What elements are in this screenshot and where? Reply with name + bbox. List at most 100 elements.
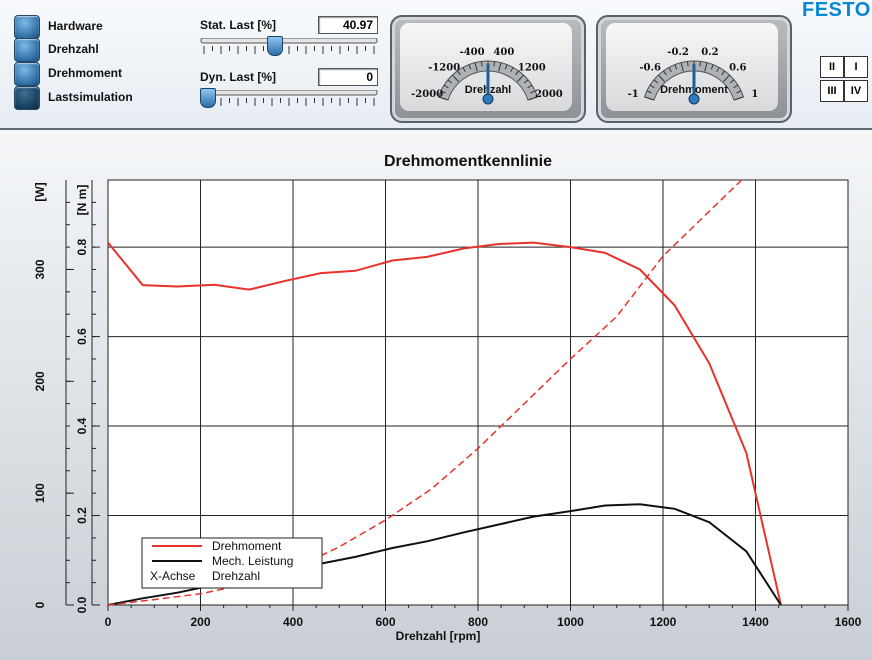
- gauge-tick: [515, 70, 519, 76]
- gauge-tick: [716, 67, 720, 73]
- slider-track: [200, 89, 378, 96]
- gauge-tick: [658, 74, 665, 82]
- legend-label: Drehmoment: [212, 539, 282, 553]
- quadrant-II-button[interactable]: II: [820, 56, 844, 78]
- gauge-tick-label: 1: [751, 89, 758, 100]
- gauge-tick: [721, 70, 725, 76]
- stat-last-slider[interactable]: [200, 36, 378, 66]
- drehmoment-gauge-dial: -1-0.6-0.20.20.61Drehmoment: [628, 47, 758, 105]
- gauge-tick: [644, 96, 654, 101]
- drehzahl-mode-label: Drehzahl: [48, 42, 99, 56]
- gauge-tick: [729, 79, 735, 84]
- dyn-last-slider-scale: [200, 89, 378, 106]
- gauge-tick-label: -2000: [411, 89, 443, 100]
- series-line-2: [107, 179, 743, 606]
- gauge-tick: [523, 79, 529, 84]
- drehzahl-gauge: -2000-1200-40040012002000Drehzahl: [390, 15, 586, 123]
- power-tick-label: 100: [33, 483, 47, 503]
- x-tick-label: 800: [468, 615, 488, 629]
- gauge-tick-label: -0.6: [639, 62, 661, 73]
- gauge-tick: [452, 74, 459, 82]
- gauge-tick: [498, 62, 502, 72]
- drehzahl-gauge-dial: -2000-1200-40040012002000Drehzahl: [411, 47, 563, 105]
- control-panel: Hardware Drehzahl Drehmoment Lastsimulat…: [0, 0, 872, 130]
- gauge-tick-label: 1200: [518, 62, 546, 73]
- gauge-tick: [663, 70, 667, 76]
- quadrant-selector: II I III IV: [818, 50, 872, 106]
- lastsimulation-mode-button[interactable]: [14, 86, 40, 110]
- stat-last-slider-scale: [200, 37, 378, 54]
- lastsimulation-mode-label: Lastsimulation: [48, 90, 133, 104]
- torque-tick-label: 0.6: [75, 328, 89, 345]
- gauge-arc: [643, 60, 745, 101]
- gauge-tick: [528, 96, 538, 101]
- dyn-last-input[interactable]: 0: [318, 68, 378, 86]
- quadrant-I-button[interactable]: I: [844, 56, 868, 78]
- gauge-hub: [688, 93, 700, 105]
- power-tick-label: 200: [33, 371, 47, 391]
- torque-tick-label: 0.2: [75, 507, 89, 524]
- torque-characteristic-chart: Drehmomentkennlinie 0 200 400 600 800 1000 1200…: [0, 130, 872, 660]
- quadrant-III-button[interactable]: III: [820, 80, 844, 102]
- gauge-tick: [736, 90, 742, 94]
- dyn-last-slider-thumb[interactable]: [200, 88, 216, 108]
- x-tick-label: 1600: [835, 615, 862, 629]
- gauge-tick: [734, 96, 744, 101]
- x-tick-label: 1200: [650, 615, 677, 629]
- dyn-last-slider[interactable]: [200, 88, 378, 118]
- gauge-tick: [438, 96, 448, 101]
- drehzahl-mode-button[interactable]: [14, 38, 40, 62]
- power-axis-title: [W]: [33, 182, 47, 201]
- torque-tick-label: 0.4: [75, 417, 89, 434]
- chart-title: Drehmomentkennlinie: [384, 153, 552, 170]
- gauge-tick: [653, 79, 659, 84]
- stat-last-input[interactable]: 40.97: [318, 16, 378, 34]
- gauge-tick-label: -400: [460, 47, 485, 58]
- drehmoment-gauge: -1-0.6-0.20.20.61Drehmoment: [596, 15, 792, 123]
- gauge-tick: [646, 90, 652, 94]
- gauge-tick: [723, 74, 730, 82]
- drehmoment-mode-button[interactable]: [14, 62, 40, 86]
- x-axis-title: Drehzahl [rpm]: [396, 629, 481, 643]
- drehmoment-mode-label: Drehmoment: [48, 66, 123, 80]
- gauge-tick-label: 0.6: [729, 62, 746, 73]
- gauge-tick: [457, 70, 461, 76]
- gauge-tick: [493, 61, 496, 67]
- x-tick-label: 600: [375, 615, 395, 629]
- gauge-tick: [699, 61, 702, 67]
- gauge-tick: [686, 61, 689, 67]
- gauge-tick: [462, 67, 466, 73]
- gauge-tick-label: 400: [493, 47, 514, 58]
- quadrant-IV-button[interactable]: IV: [844, 80, 868, 102]
- power-tick-label: 300: [33, 259, 47, 279]
- x-tick-label: 1000: [557, 615, 584, 629]
- gauge-tick: [443, 84, 449, 89]
- x-tick-label: 1400: [742, 615, 769, 629]
- slider-track: [200, 37, 378, 44]
- gauge-tick-label: 2000: [535, 89, 563, 100]
- gauge-tick: [517, 74, 524, 82]
- gauge-tick-label: -1: [628, 89, 639, 100]
- gauge-tick: [468, 64, 472, 70]
- gauge-hub: [482, 93, 494, 105]
- gauge-tick: [680, 62, 684, 72]
- torque-tick-label: 0.0: [75, 596, 89, 613]
- torque-tick-label: 0.8: [75, 238, 89, 255]
- power-tick-label: 0: [33, 601, 47, 608]
- stat-last-slider-thumb[interactable]: [267, 36, 284, 56]
- x-tick-label: 200: [190, 615, 210, 629]
- x-tick-label: 400: [283, 615, 303, 629]
- gauge-tick-label: 0.2: [701, 47, 718, 58]
- x-tick-label: 0: [105, 615, 112, 629]
- gauge-tick: [447, 79, 453, 84]
- series-line-0: [107, 241, 782, 606]
- hardware-mode-button[interactable]: [14, 15, 40, 39]
- gauge-tick: [704, 62, 708, 72]
- legend-label: Drehzahl: [212, 569, 260, 583]
- gauge-tick: [474, 62, 478, 72]
- legend-prefix: X-Achse: [150, 569, 196, 583]
- gauge-tick: [527, 84, 533, 89]
- gauge-tick: [668, 67, 672, 73]
